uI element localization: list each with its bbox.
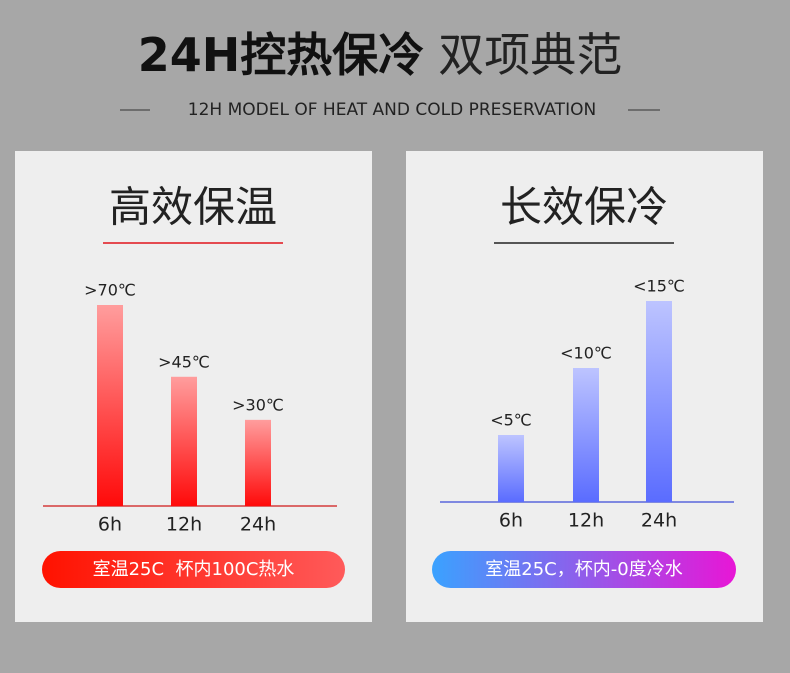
panel-title: 高效保温 (109, 183, 277, 232)
footnote-pill (432, 551, 736, 588)
title-light: 双项典范 (438, 28, 622, 82)
bar (646, 301, 672, 502)
footnote: 室温25C 杯内100C热水 (93, 559, 295, 580)
subtitle: 12H MODEL OF HEAT AND COLD PRESERVATION (188, 100, 596, 120)
header-title: 24H控热保冷 双项典范 (138, 28, 623, 82)
bar (97, 305, 123, 506)
panel-title: 长效保冷 (500, 183, 668, 232)
x-tick-label: 12h (568, 510, 604, 532)
value-label: >70℃ (84, 281, 136, 300)
x-tick-label: 12h (166, 514, 202, 536)
bar (573, 368, 599, 502)
bar (171, 376, 197, 506)
bar (245, 419, 271, 506)
x-tick-label: 6h (499, 510, 523, 532)
x-tick-label: 24h (240, 514, 276, 536)
footnote-pill (42, 551, 345, 588)
value-label: <5℃ (490, 411, 532, 430)
value-label: >30℃ (232, 395, 284, 414)
footnote: 室温25C，杯内-0度冷水 (485, 559, 682, 580)
value-label: >45℃ (158, 352, 210, 371)
title-bold: 24H控热保冷 (138, 28, 425, 82)
bar (498, 435, 524, 502)
value-label: <15℃ (633, 277, 685, 296)
value-label: <10℃ (560, 344, 612, 363)
x-tick-label: 24h (641, 510, 677, 532)
x-tick-label: 6h (98, 514, 122, 536)
